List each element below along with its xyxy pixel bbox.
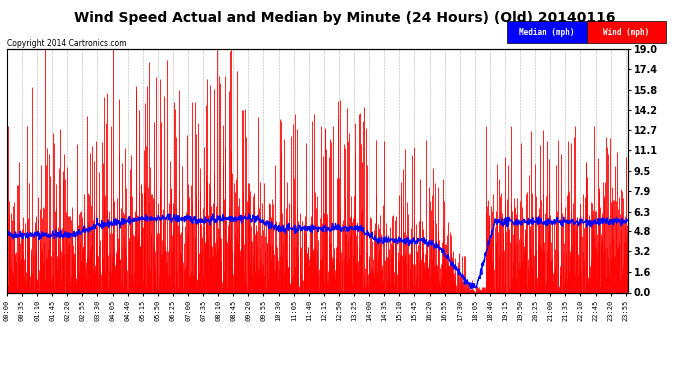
Text: Median (mph): Median (mph) — [519, 28, 575, 37]
Text: Wind (mph): Wind (mph) — [603, 28, 649, 37]
Text: Copyright 2014 Cartronics.com: Copyright 2014 Cartronics.com — [7, 39, 126, 48]
Text: Wind Speed Actual and Median by Minute (24 Hours) (Old) 20140116: Wind Speed Actual and Median by Minute (… — [75, 11, 615, 25]
